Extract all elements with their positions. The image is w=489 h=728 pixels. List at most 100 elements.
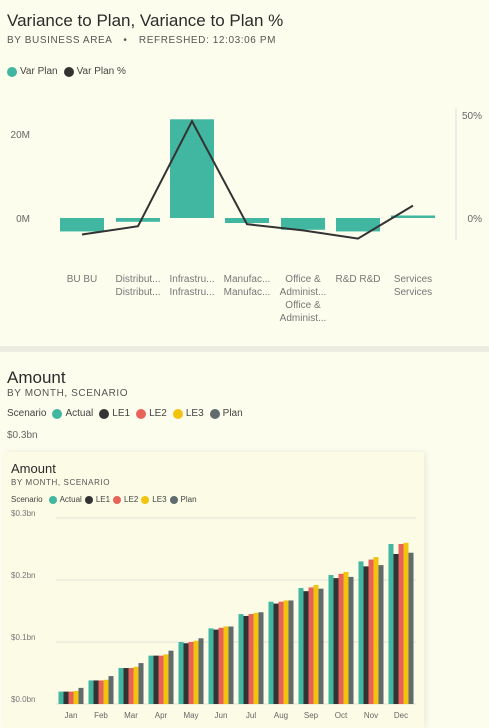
- subtitle-separator: •: [123, 35, 128, 46]
- x-tick-label: May: [183, 711, 198, 720]
- amount-card-title: Amount: [7, 368, 66, 387]
- legend-label: Var Plan %: [76, 66, 126, 77]
- variance-chart[interactable]: 20M 0M 50% 0% BU BU Distribut... Distribut... I…: [0, 0, 489, 346]
- teal-dot-icon: [7, 66, 17, 77]
- x-tick-label: Jan: [65, 711, 78, 720]
- bar-var-plan: [170, 119, 214, 218]
- legend-item-le1[interactable]: LE1: [84, 495, 110, 504]
- x-tick-label: Nov: [364, 711, 378, 720]
- legend-label: LE3: [152, 495, 167, 504]
- bar-le1: [303, 591, 309, 704]
- x-tick-label: Sep: [304, 711, 319, 720]
- legend-item-le1[interactable]: LE1: [99, 408, 130, 419]
- y-tick-label: $0.2bn: [11, 571, 35, 580]
- x-tick-label: Oct: [335, 711, 348, 720]
- bar-plan: [168, 650, 174, 704]
- variance-legend: Var Plan Var Plan %: [7, 66, 132, 77]
- bar-plan: [258, 612, 264, 704]
- x-tick-label: Services: [394, 287, 432, 298]
- bar-plan: [288, 600, 294, 704]
- amount-legend: Scenario Actual LE1 LE2 LE3 Plan: [7, 408, 249, 419]
- red-dot-icon: [113, 495, 122, 504]
- bar-le1: [123, 668, 129, 704]
- bar-actual: [118, 668, 124, 704]
- y-tick-label: 0M: [16, 214, 30, 225]
- legend-item-actual[interactable]: Actual: [48, 495, 82, 504]
- bar-le3: [133, 666, 139, 704]
- bar-plan: [228, 626, 234, 704]
- bar-le1: [153, 655, 159, 704]
- legend-item-le3[interactable]: LE3: [141, 495, 167, 504]
- subtitle-group: BY BUSINESS AREA: [7, 35, 113, 46]
- variance-card[interactable]: Variance to Plan, Variance to Plan % BY …: [0, 0, 489, 346]
- x-tick-label: Mar: [124, 711, 138, 720]
- x-tick-label: Infrastru...: [169, 287, 214, 298]
- gray-dot-icon: [169, 495, 178, 504]
- refreshed-time: REFRESHED: 12:03:06 PM: [138, 35, 277, 46]
- bar-actual: [238, 614, 244, 704]
- dark-dot-icon: [63, 66, 74, 77]
- legend-item-actual[interactable]: Actual: [52, 408, 93, 419]
- bar-plan: [108, 676, 114, 704]
- bar-var-plan: [60, 218, 104, 232]
- legend-label: Actual: [65, 408, 94, 419]
- bar-plan: [318, 588, 324, 704]
- legend-item-le3[interactable]: LE3: [172, 408, 204, 419]
- y-tick-label: 20M: [11, 130, 30, 141]
- yellow-dot-icon: [141, 495, 150, 504]
- bar-le3: [283, 600, 289, 704]
- y-tick-label: $0.0bn: [11, 695, 35, 704]
- bar-actual: [328, 575, 334, 704]
- y2-tick-label: 0%: [468, 214, 483, 225]
- bar-var-plan: [116, 218, 160, 222]
- x-tick-label: Distribut...: [115, 287, 160, 298]
- bar-le2: [68, 691, 74, 704]
- bar-le2: [368, 559, 374, 704]
- legend-label: LE2: [124, 495, 139, 504]
- inner-card-title: Amount: [11, 461, 56, 476]
- bar-le3: [103, 679, 109, 704]
- legend-item-var-plan[interactable]: Var Plan: [7, 66, 58, 77]
- bar-le2: [98, 680, 104, 704]
- bar-le1: [213, 629, 219, 704]
- bar-actual: [298, 588, 304, 704]
- variance-card-title: Variance to Plan, Variance to Plan %: [7, 11, 284, 30]
- x-tick-label: R&D R&D: [335, 274, 380, 285]
- x-tick-label: Apr: [155, 711, 168, 720]
- bar-le1: [63, 691, 69, 704]
- bar-actual: [268, 601, 274, 704]
- amount-chart[interactable]: $0.0bn $0.1bn $0.2bn $0.3bn Jan Feb Mar Apr May J…: [4, 452, 424, 728]
- legend-title: Scenario: [11, 495, 43, 504]
- legend-item-plan[interactable]: Plan: [209, 408, 243, 419]
- bar-le2: [248, 614, 254, 704]
- bar-plan: [408, 552, 414, 704]
- inner-card-subtitle: BY MONTH, SCENARIO: [11, 478, 111, 487]
- legend-label: LE3: [185, 408, 204, 419]
- legend-item-le2[interactable]: LE2: [113, 495, 138, 504]
- bar-le3: [343, 571, 349, 704]
- legend-item-var-plan-pct[interactable]: Var Plan %: [63, 66, 126, 77]
- amount-inner-card[interactable]: Amount BY MONTH, SCENARIO Scenario Actua…: [4, 452, 424, 728]
- bar-le3: [313, 584, 319, 704]
- legend-item-le2[interactable]: LE2: [136, 408, 167, 419]
- red-dot-icon: [136, 408, 147, 419]
- bar-le3: [403, 542, 409, 704]
- legend-label: Plan: [222, 408, 243, 419]
- x-tick-label: Services: [394, 274, 432, 285]
- bar-le2: [308, 587, 314, 704]
- bar-le2: [398, 544, 404, 704]
- x-tick-label: Infrastru...: [169, 274, 214, 285]
- x-tick-label: Manufac...: [224, 274, 271, 285]
- bar-var-plan: [336, 218, 380, 232]
- bar-actual: [58, 691, 64, 704]
- y-tick-label: $0.3bn: [11, 509, 35, 518]
- axis-top-label: $0.3bn: [7, 430, 38, 441]
- bar-le3: [73, 690, 79, 704]
- bar-le2: [128, 668, 134, 704]
- dark-dot-icon: [99, 408, 110, 419]
- bar-var-plan: [281, 218, 325, 230]
- bar-plan: [78, 687, 84, 704]
- bar-actual: [358, 561, 364, 704]
- dark-dot-icon: [84, 495, 93, 504]
- legend-item-plan[interactable]: Plan: [169, 495, 197, 504]
